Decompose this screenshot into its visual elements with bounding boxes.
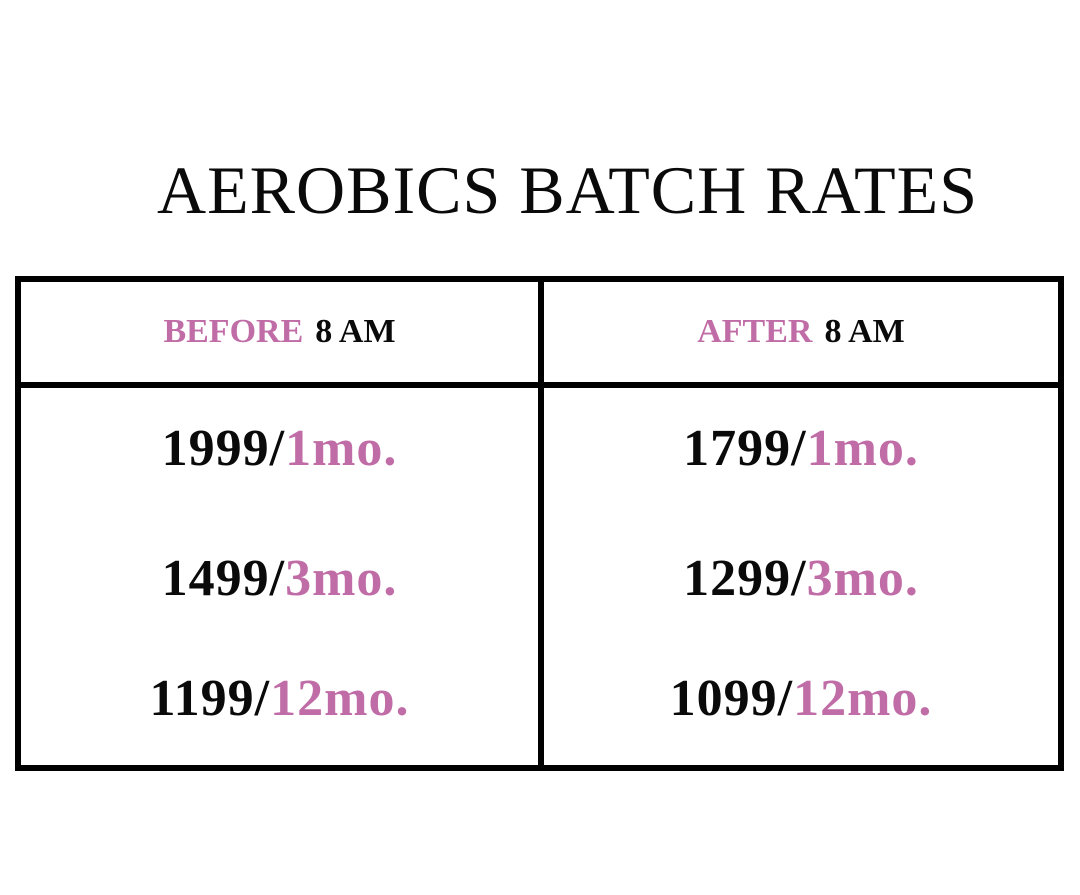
rate-cell: 1499/3mo. xyxy=(21,518,538,638)
header-qualifier: AFTER xyxy=(697,313,813,350)
duration: 1mo. xyxy=(806,419,919,477)
rate-cell: 1999/1mo. xyxy=(21,388,538,508)
price: 1499/ xyxy=(161,549,286,607)
rate-cell: 1299/3mo. xyxy=(544,518,1058,638)
header-cell: AFTER 8 AM xyxy=(544,282,1058,382)
price: 1999/ xyxy=(161,419,286,477)
header-divider xyxy=(21,382,1058,388)
rate-cell: 1199/12mo. xyxy=(21,638,538,758)
duration: 12mo. xyxy=(793,669,933,727)
price: 1099/ xyxy=(669,669,794,727)
header-time: 8 AM xyxy=(824,313,905,350)
rate-cell: 1099/12mo. xyxy=(544,638,1058,758)
header-cell: BEFORE 8 AM xyxy=(21,282,538,382)
price: 1199/ xyxy=(149,669,271,727)
rates-table: BEFORE 8 AM AFTER 8 AM 1999/1mo. 1799/1mo. 149… xyxy=(15,276,1064,771)
duration: 1mo. xyxy=(285,419,398,477)
price: 1299/ xyxy=(683,549,807,607)
rate-cell: 1799/1mo. xyxy=(544,388,1058,508)
header-qualifier: BEFORE xyxy=(163,313,304,350)
duration: 12mo. xyxy=(270,669,410,727)
duration: 3mo. xyxy=(806,549,919,607)
price: 1799/ xyxy=(683,419,807,477)
column-divider xyxy=(538,282,544,765)
duration: 3mo. xyxy=(285,549,398,607)
header-time: 8 AM xyxy=(315,313,396,350)
title: AEROBICS BATCH RATES xyxy=(156,152,979,228)
